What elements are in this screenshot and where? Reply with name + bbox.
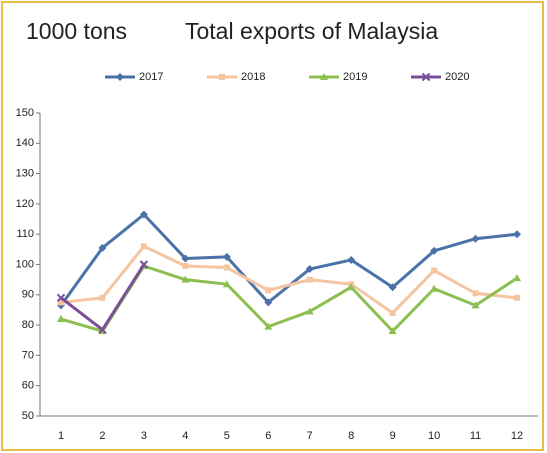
marker <box>388 283 397 292</box>
x-tick-label: 4 <box>182 430 188 442</box>
marker <box>140 243 147 250</box>
marker <box>430 284 439 292</box>
unit-label: 1000 tons <box>26 18 127 44</box>
marker <box>347 255 356 264</box>
chart-title: Total exports of Malaysia <box>185 18 438 44</box>
marker <box>56 293 66 303</box>
marker <box>99 294 106 301</box>
y-tick-label: 50 <box>22 410 34 422</box>
marker <box>305 265 314 274</box>
marker <box>116 73 124 81</box>
legend-label: 2017 <box>139 71 163 83</box>
marker <box>222 252 231 261</box>
marker <box>265 287 272 294</box>
marker <box>219 74 225 80</box>
y-tick-label: 140 <box>16 137 34 149</box>
x-tick-label: 12 <box>511 430 523 442</box>
marker <box>389 309 396 316</box>
marker <box>388 327 397 335</box>
y-tick-label: 100 <box>16 258 34 270</box>
x-tick-label: 10 <box>428 430 440 442</box>
y-tick-label: 150 <box>16 107 34 119</box>
marker <box>430 246 439 255</box>
marker <box>98 325 107 334</box>
marker <box>421 72 431 82</box>
y-tick-label: 70 <box>22 349 34 361</box>
marker <box>58 299 64 306</box>
x-tick-label: 5 <box>224 430 230 442</box>
y-tick-label: 80 <box>22 319 34 331</box>
x-tick-label: 6 <box>265 430 271 442</box>
marker <box>98 243 107 252</box>
legend-label: 2020 <box>445 71 469 83</box>
legend-label: 2019 <box>343 71 367 83</box>
marker <box>57 315 65 323</box>
marker <box>347 283 356 291</box>
x-tick-label: 2 <box>99 430 105 442</box>
marker <box>222 280 231 288</box>
marker <box>264 298 273 307</box>
marker <box>182 263 189 270</box>
marker <box>223 264 230 271</box>
marker <box>513 274 521 282</box>
marker <box>264 322 273 330</box>
marker <box>306 276 313 283</box>
legend-label: 2018 <box>241 71 265 83</box>
y-tick-label: 120 <box>16 198 34 210</box>
x-tick-label: 8 <box>348 430 354 442</box>
y-tick-label: 130 <box>16 168 34 180</box>
y-tick-label: 90 <box>22 289 34 301</box>
marker <box>471 301 480 309</box>
marker <box>139 210 148 219</box>
series-line <box>60 244 518 315</box>
marker <box>471 234 480 243</box>
marker <box>320 73 328 80</box>
marker <box>181 254 190 263</box>
marker <box>181 275 190 283</box>
x-tick-label: 3 <box>141 430 147 442</box>
marker <box>305 307 314 315</box>
x-tick-label: 7 <box>307 430 313 442</box>
marker <box>514 294 520 301</box>
y-tick-label: 60 <box>22 380 34 392</box>
x-tick-label: 9 <box>390 430 396 442</box>
marker <box>431 267 438 274</box>
marker <box>513 230 521 239</box>
marker <box>472 290 479 297</box>
marker <box>139 260 149 269</box>
x-tick-label: 11 <box>470 430 481 442</box>
y-tick-label: 110 <box>16 228 34 240</box>
x-tick-label: 1 <box>58 430 64 442</box>
